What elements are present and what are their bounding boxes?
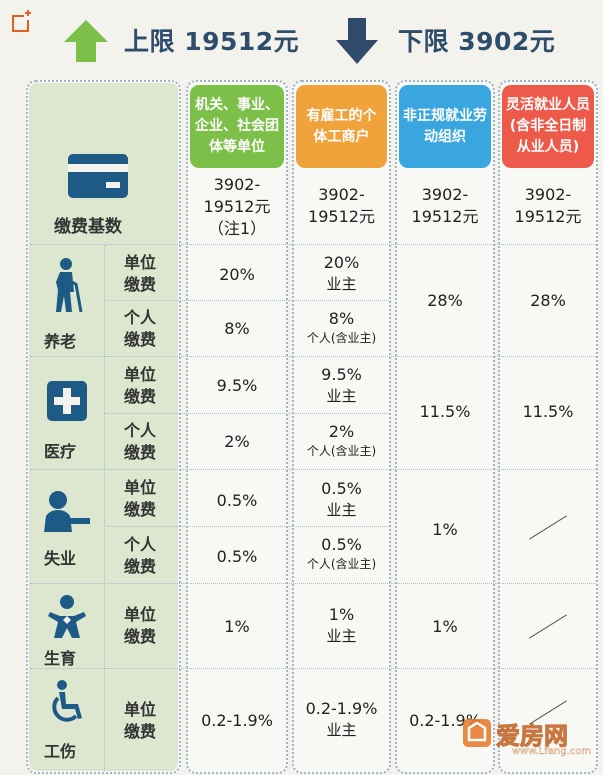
header-institutions: 机关、事业、企业、社会团体等单位 <box>190 85 284 168</box>
card-icon <box>66 150 130 202</box>
rate-maternity-informal: 1% <box>432 617 458 636</box>
unit-contribution-label: 单位 缴费 <box>123 253 156 294</box>
base-value-informal-employment: 3902- 19512元 <box>411 185 479 226</box>
baby-icon <box>46 594 88 640</box>
rate-maternity-unit-owner: 1% 业主 <box>326 605 357 645</box>
rate-medical-personal-owner: 2% 个人(含业主) <box>306 422 377 458</box>
brand-logo-icon <box>462 718 492 748</box>
down-arrow-icon <box>334 16 380 66</box>
column-flexible-employment <box>498 80 598 774</box>
unit-contribution-label: 单位 缴费 <box>123 478 156 519</box>
rate-maternity-unit: 1% <box>224 617 250 636</box>
rate-pension-personal-owner: 8% 个人(含业主) <box>306 309 377 345</box>
row-separator <box>30 356 596 357</box>
rate-medical-unit: 9.5% <box>216 376 258 395</box>
unit-contribution-label: 单位 缴费 <box>123 365 156 406</box>
share-icon[interactable] <box>10 10 34 34</box>
base-value-flexible-employment: 3902- 19512元 <box>514 185 582 226</box>
rate-pension-unit-owner: 20% 业主 <box>323 253 360 293</box>
personal-contribution-label: 个人 缴费 <box>123 535 156 576</box>
rate-unemp-unit-owner: 0.5% 业主 <box>321 479 362 519</box>
rate-injury-informal: 0.2-1.9% <box>409 711 481 730</box>
category-pension: 养老 <box>44 332 77 351</box>
header-flexible-employment: 灵活就业人员(含非全日制从业人员) <box>502 85 594 168</box>
personal-contribution-label: 个人 缴费 <box>123 308 156 349</box>
category-unemployment: 失业 <box>44 549 77 568</box>
base-value-individual-business: 3902- 19512元 <box>308 185 375 226</box>
rate-pension-personal: 8% <box>224 319 250 338</box>
personal-contribution-label: 个人 缴费 <box>123 421 156 462</box>
rate-injury-unit: 0.2-1.9% <box>201 711 273 730</box>
subrow-separator <box>104 526 391 527</box>
rate-unemp-personal-owner: 0.5% 个人(含业主) <box>306 535 377 571</box>
column-informal-employment <box>395 80 495 774</box>
elderly-person-icon <box>48 256 86 314</box>
category-medical: 医疗 <box>44 442 77 461</box>
base-label: 缴费基数 <box>54 217 122 237</box>
column-separator <box>104 245 105 771</box>
row-separator <box>30 244 596 245</box>
upper-limit-text: 上限 19512元 <box>124 27 300 56</box>
row-separator <box>30 668 596 669</box>
column-institutions <box>186 80 288 774</box>
header-informal-employment: 非正规就业劳动组织 <box>399 85 491 168</box>
category-injury: 工伤 <box>44 742 77 761</box>
rate-medical-informal: 11.5% <box>419 402 471 421</box>
category-maternity: 生育 <box>44 649 77 668</box>
rate-pension-informal: 28% <box>427 291 463 310</box>
header-individual-business: 有雇工的个体工商户 <box>296 85 387 168</box>
up-arrow-icon <box>62 18 110 64</box>
rate-medical-personal: 2% <box>224 432 250 451</box>
rate-unemp-informal: 1% <box>432 520 458 539</box>
watermark-brand: 爱房网 <box>496 722 569 751</box>
unit-contribution-label: 单位 缴费 <box>123 700 156 741</box>
column-individual-business <box>292 80 391 774</box>
rate-pension-flexible: 28% <box>530 291 566 310</box>
subrow-separator <box>104 413 391 414</box>
unit-contribution-label: 单位 缴费 <box>123 605 156 646</box>
wheelchair-icon <box>48 680 90 726</box>
rate-medical-flexible: 11.5% <box>522 402 574 421</box>
base-value-institutions: 3902- 19512元 （注1） <box>203 175 271 238</box>
lower-limit-text: 下限 3902元 <box>398 27 556 56</box>
rate-unemp-unit: 0.5% <box>216 491 258 510</box>
row-separator <box>30 583 596 584</box>
watermark-url: www.Lfang.com <box>512 746 592 757</box>
rate-medical-unit-owner: 9.5% 业主 <box>321 365 362 405</box>
row-separator <box>30 469 596 470</box>
rate-pension-unit: 20% <box>219 265 255 284</box>
unemployed-person-icon <box>42 488 92 536</box>
medical-cross-icon <box>46 380 88 422</box>
rate-injury-unit-owner: 0.2-1.9% 业主 <box>305 699 378 739</box>
subrow-separator <box>104 300 391 301</box>
rate-unemp-personal: 0.5% <box>216 547 258 566</box>
